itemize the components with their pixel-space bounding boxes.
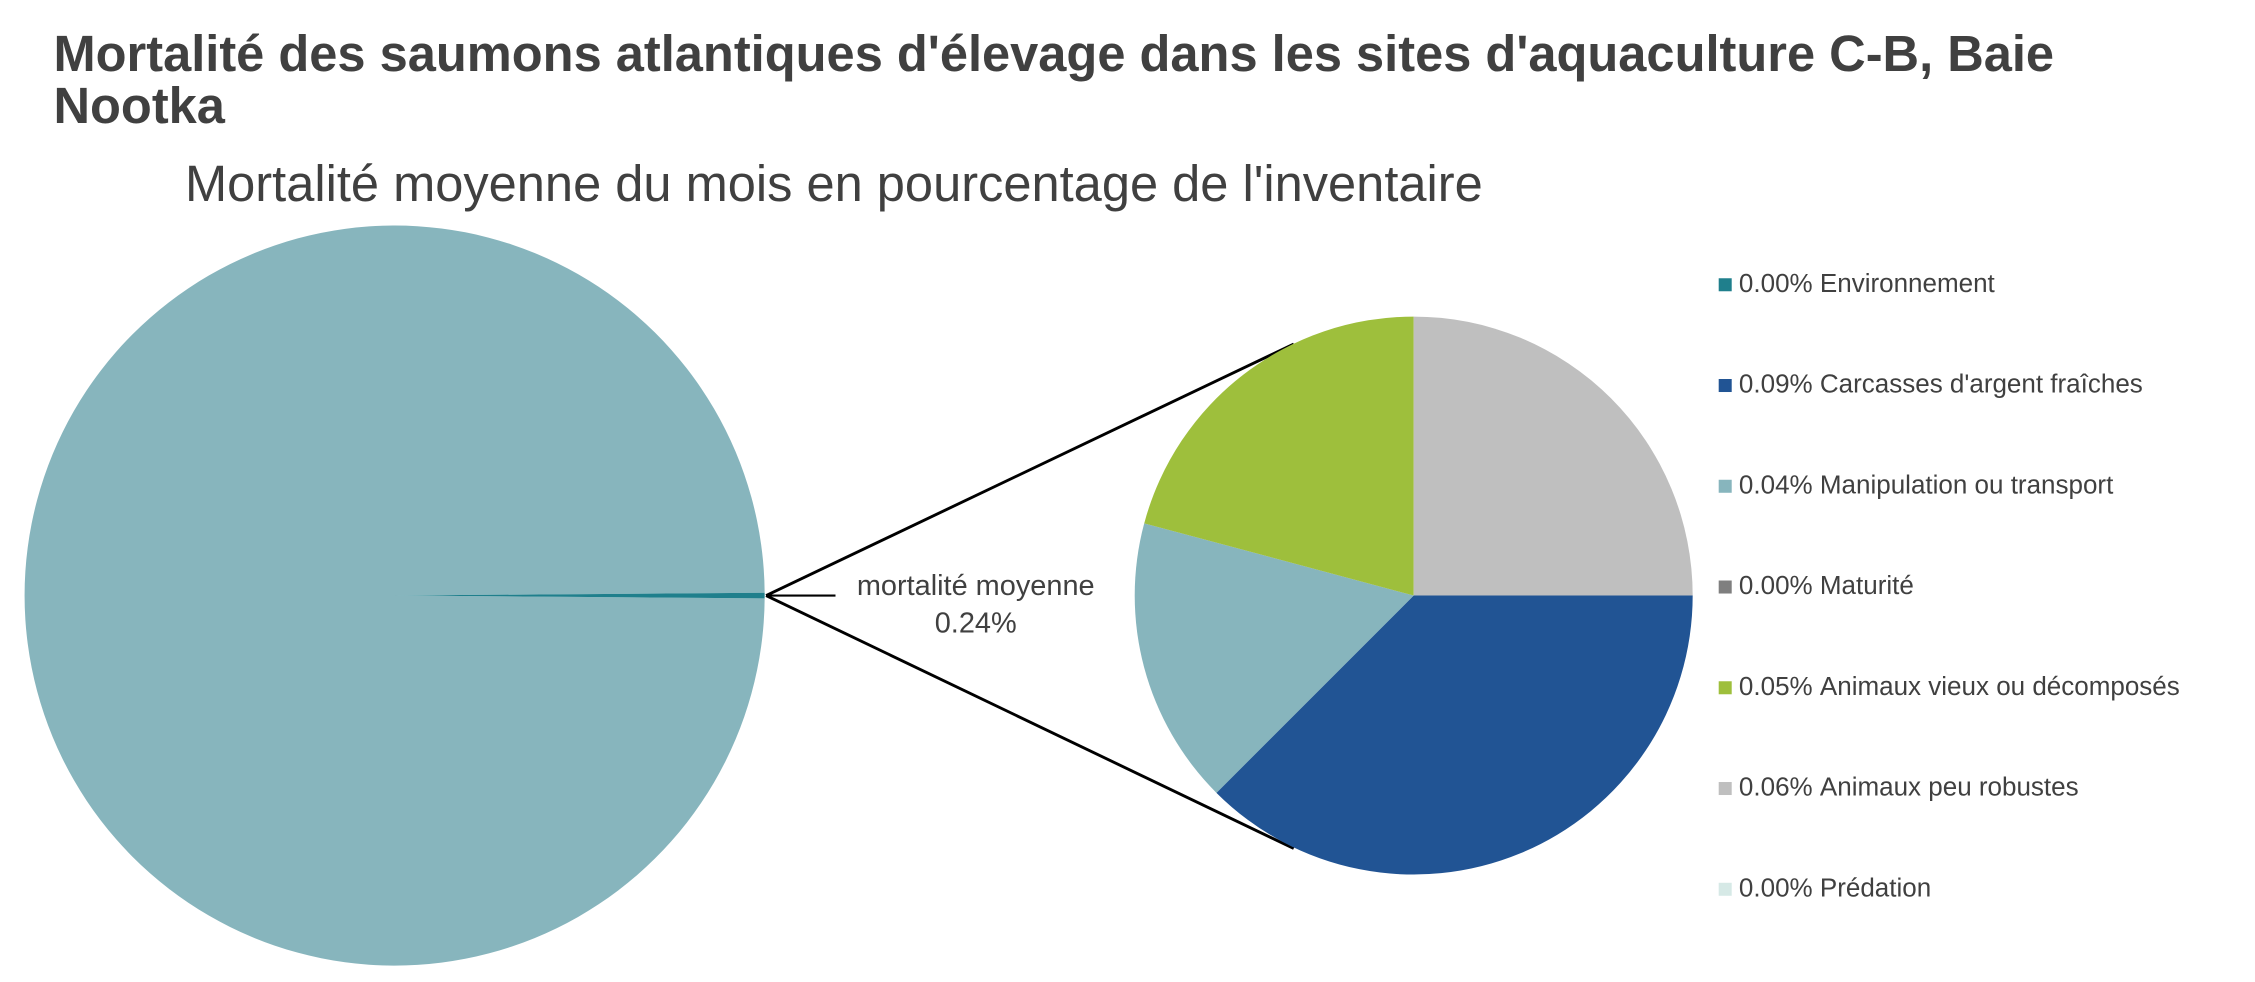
pie-slice — [24, 225, 765, 966]
legend-entry: 0.06% Animaux peu robustes — [1739, 771, 2079, 801]
connector — [765, 594, 1295, 850]
connector — [765, 342, 1295, 597]
legend-value: 0.00% — [1739, 872, 1813, 902]
legend-entry: 0.00% Maturité — [1739, 570, 1914, 600]
legend-swatch — [1718, 882, 1732, 896]
legend-entry: 0.09% Carcasses d'argent fraîches — [1739, 368, 2143, 398]
legend-value: 0.00% — [1739, 570, 1813, 600]
pie-slice — [1134, 523, 1414, 793]
pie-slice — [1144, 316, 1414, 596]
legend-name: Manipulation ou transport — [1820, 469, 2114, 499]
data-label-value: 0.24% — [935, 607, 1017, 639]
legend-entry: 0.04% Manipulation ou transport — [1739, 469, 2114, 499]
legend-name: Prédation — [1820, 872, 1931, 902]
legend-name: Animaux peu robustes — [1820, 771, 2079, 801]
legend-value: 0.09% — [1739, 368, 1813, 398]
pie-slice — [1216, 595, 1693, 875]
legend-swatch — [1718, 580, 1732, 594]
chart-title: Mortalité des saumons atlantiques d'élev… — [53, 26, 2055, 135]
legend-value: 0.06% — [1739, 771, 1813, 801]
legend-entry: 0.00% Environnement — [1739, 268, 1996, 298]
legend-swatch — [1718, 278, 1732, 292]
legend-swatch — [1718, 681, 1732, 695]
legend-swatch — [1718, 479, 1732, 493]
legend-value: 0.04% — [1739, 469, 1813, 499]
legend-swatch — [1718, 379, 1732, 393]
legend-name: Animaux vieux ou décomposés — [1820, 671, 2180, 701]
legend-swatch — [1718, 782, 1732, 796]
legend-value: 0.00% — [1739, 268, 1813, 298]
legend-name: Environnement — [1820, 268, 1996, 298]
pie-slice — [1413, 316, 1693, 596]
legend-value: 0.05% — [1739, 671, 1813, 701]
chart-subtitle: Mortalité moyenne du mois en pourcentage… — [185, 156, 1483, 213]
pie-slice — [394, 592, 765, 599]
legend-name: Maturité — [1820, 570, 1914, 600]
legend-entry: 0.05% Animaux vieux ou décomposés — [1739, 671, 2180, 701]
data-label-name: mortalité moyenne — [857, 570, 1095, 602]
legend-name: Carcasses d'argent fraîches — [1820, 368, 2143, 398]
data-label: mortalité moyenne 0.24% — [857, 570, 1095, 640]
legend-entry: 0.00% Prédation — [1739, 872, 1931, 902]
